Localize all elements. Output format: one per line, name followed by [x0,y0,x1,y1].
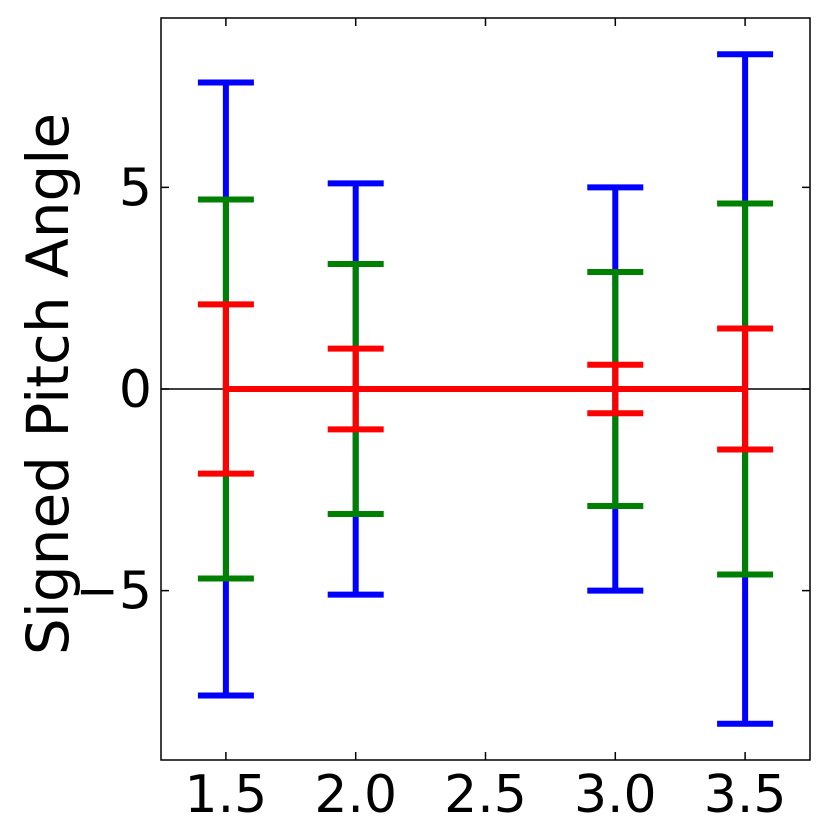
x-tick-label: 3.0 [574,765,657,825]
y-tick-label: 5 [119,158,152,218]
x-tick-label: 3.5 [704,765,787,825]
x-tick-label: 2.0 [314,765,397,825]
y-tick-label: −5 [75,562,152,622]
y-axis-label: Signed Pitch Angle [14,113,82,655]
y-tick-label: 0 [119,360,152,420]
axis-ticks: 1.5 2.0 2.5 3.0 3.5 −5 0 5 [75,18,810,825]
chart-marks [161,51,810,727]
x-tick-label: 2.5 [444,765,527,825]
x-tick-label: 1.5 [185,765,268,825]
